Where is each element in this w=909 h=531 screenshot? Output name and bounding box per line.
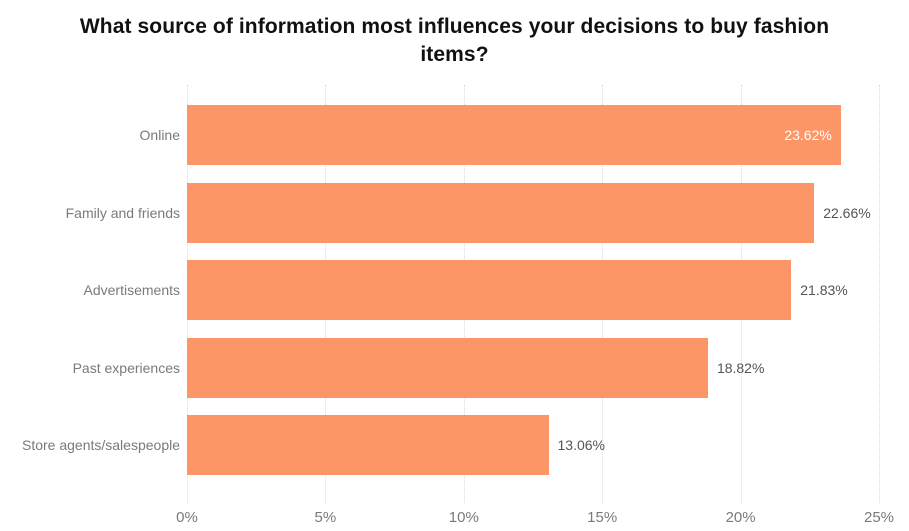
plot-area: Online 23.62% Family and friends 22.66% Adve… (22, 85, 894, 526)
x-tick-label: 0% (176, 509, 198, 526)
bar[interactable] (187, 182, 815, 243)
chart-title: What source of information most influenc… (79, 15, 830, 66)
category-label: Store agents/salespeople (22, 437, 180, 453)
category-label: Past experiences (72, 359, 180, 376)
gridline (879, 85, 880, 503)
value-label: 23.62% (784, 127, 832, 143)
x-tick-label: 20% (725, 509, 756, 526)
bar[interactable] (187, 105, 841, 165)
value-label: 18.82% (716, 359, 765, 376)
bars (187, 85, 879, 503)
value-label: 21.83% (800, 282, 848, 298)
bar[interactable] (187, 415, 549, 475)
x-axis: 0% 5% 10% 15% 20% 25% (176, 85, 894, 526)
category-label: Advertisements (83, 282, 180, 298)
labels: Online 23.62% Family and friends 22.66% Adve… (22, 85, 879, 503)
x-tick-label: 5% (314, 509, 337, 526)
bar[interactable] (187, 337, 708, 398)
x-tick-label: 25% (863, 509, 895, 526)
category-label: Online (139, 127, 180, 143)
bar[interactable] (187, 260, 792, 320)
category-label: Family and friends (65, 204, 180, 221)
value-label: 22.66% (823, 204, 871, 221)
x-tick-label: 10% (448, 509, 479, 526)
x-tick-label: 15% (587, 509, 618, 526)
value-label: 13.06% (557, 437, 605, 453)
